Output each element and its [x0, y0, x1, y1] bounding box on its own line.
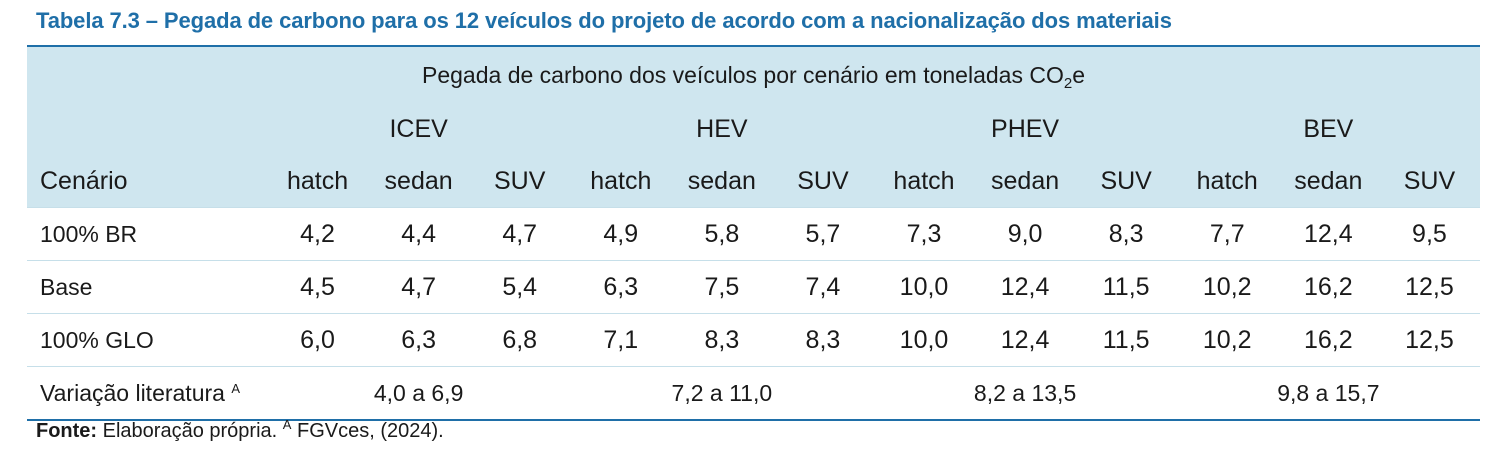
table-title: Tabela 7.3 – Pegada de carbono para os 1…	[36, 8, 1172, 33]
table-row-literature-range: Variação literatura A 4,0 a 6,9 7,2 a 11…	[27, 366, 1480, 421]
subcol-header: SUV	[1378, 155, 1480, 208]
table-cell: 4,2	[267, 207, 369, 261]
table-cell: 7,7	[1176, 207, 1278, 261]
group-header-blank	[27, 103, 267, 155]
table-cell: 10,0	[873, 313, 975, 367]
table-cell: 12,5	[1378, 313, 1480, 367]
table-cell: 4,5	[267, 260, 369, 314]
subcol-header: hatch	[873, 155, 975, 208]
table-super-header: Pegada de carbono dos veículos por cenár…	[27, 45, 1480, 103]
table-cell: 7,3	[873, 207, 975, 261]
table-cell: 12,4	[974, 260, 1076, 314]
table-cell: 12,4	[1277, 207, 1379, 261]
row-label: Base	[27, 260, 267, 314]
row-label: Variação literatura A	[27, 366, 267, 421]
table-row-100-glo: 100% GLO 6,0 6,3 6,8 7,1 8,3 8,3 10,0 12…	[27, 313, 1480, 367]
table-cell: 4,9	[570, 207, 672, 261]
table-cell: 16,2	[1277, 260, 1379, 314]
subcol-header: sedan	[974, 155, 1076, 208]
subcol-header: SUV	[772, 155, 874, 208]
table-row-100-br: 100% BR 4,2 4,4 4,7 4,9 5,8 5,7 7,3 9,0 …	[27, 207, 1480, 261]
table-cell: 8,3	[772, 313, 874, 367]
table-cell: 4,7	[368, 260, 470, 314]
range-cell-icev: 4,0 a 6,9	[267, 366, 571, 421]
table-row-base: Base 4,5 4,7 5,4 6,3 7,5 7,4 10,0 12,4 1…	[27, 260, 1480, 314]
table-cell: 4,7	[469, 207, 571, 261]
group-header-bev: BEV	[1176, 103, 1480, 155]
table-cell: 11,5	[1075, 313, 1177, 367]
table-cell: 9,5	[1378, 207, 1480, 261]
table-cell: 6,0	[267, 313, 369, 367]
range-cell-hev: 7,2 a 11,0	[570, 366, 874, 421]
table-cell: 12,5	[1378, 260, 1480, 314]
table-cell: 7,1	[570, 313, 672, 367]
table-cell: 5,7	[772, 207, 874, 261]
table-cell: 11,5	[1075, 260, 1177, 314]
subcol-header: SUV	[469, 155, 571, 208]
range-cell-bev: 9,8 a 15,7	[1176, 366, 1480, 421]
table-cell: 5,8	[671, 207, 773, 261]
table-cell: 7,5	[671, 260, 773, 314]
table-cell: 4,4	[368, 207, 470, 261]
table-cell: 5,4	[469, 260, 571, 314]
table-cell: 8,3	[671, 313, 773, 367]
table-cell: 7,4	[772, 260, 874, 314]
subcol-header: hatch	[1176, 155, 1278, 208]
table-cell: 16,2	[1277, 313, 1379, 367]
table-cell: 8,3	[1075, 207, 1177, 261]
table-cell: 10,2	[1176, 260, 1278, 314]
table-cell: 12,4	[974, 313, 1076, 367]
subcol-header: sedan	[671, 155, 773, 208]
subcol-header: hatch	[570, 155, 672, 208]
scenario-column-header: Cenário	[27, 155, 267, 208]
table-cell: 6,3	[570, 260, 672, 314]
table-cell: 6,8	[469, 313, 571, 367]
subcol-header: sedan	[1277, 155, 1379, 208]
range-cell-phev: 8,2 a 13,5	[873, 366, 1177, 421]
carbon-footprint-table: Pegada de carbono dos veículos por cenár…	[27, 45, 1480, 421]
row-label: 100% BR	[27, 207, 267, 261]
group-header-icev: ICEV	[267, 103, 571, 155]
subcol-header: SUV	[1075, 155, 1177, 208]
subcol-header: hatch	[267, 155, 369, 208]
group-header-phev: PHEV	[873, 103, 1177, 155]
table-cell: 10,2	[1176, 313, 1278, 367]
table-cell: 6,3	[368, 313, 470, 367]
source-note: Fonte: Elaboração própria. A FGVces, (20…	[36, 417, 444, 442]
table-cell: 9,0	[974, 207, 1076, 261]
group-header-hev: HEV	[570, 103, 874, 155]
table-cell: 10,0	[873, 260, 975, 314]
row-label: 100% GLO	[27, 313, 267, 367]
subcol-header: sedan	[368, 155, 470, 208]
